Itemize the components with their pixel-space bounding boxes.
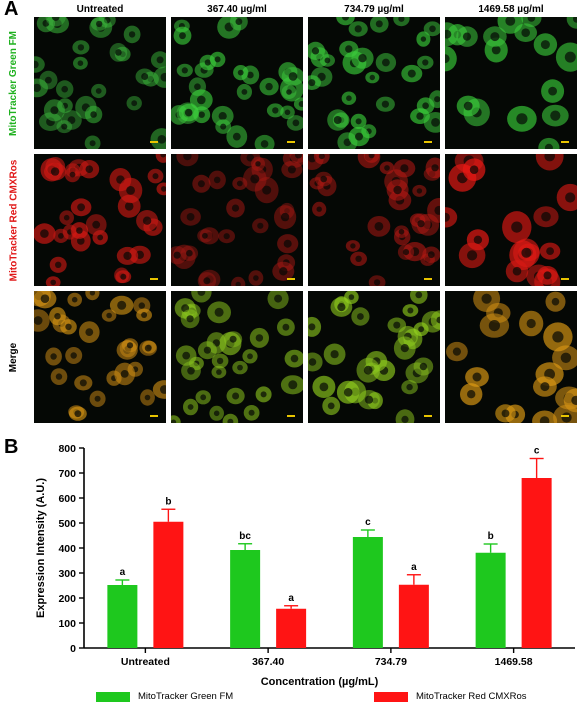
y-tick-label: 200 xyxy=(58,593,76,605)
bar-red-3 xyxy=(521,478,552,648)
micrograph-green-untreated xyxy=(34,17,166,149)
scale-bar xyxy=(150,278,158,280)
x-tick-label: 367.40 xyxy=(252,656,284,668)
scale-bar xyxy=(287,415,295,417)
micrograph-merge-untreated xyxy=(34,291,166,423)
micrograph-merge-1469 xyxy=(445,291,577,423)
micrograph-green-367 xyxy=(171,17,303,149)
micrograph-merge-367 xyxy=(171,291,303,423)
row-label-green: MitoTracker Green FM xyxy=(0,17,28,149)
legend-item-green: MitoTracker Green FM xyxy=(96,691,233,702)
row-label-red: MitoTracker Red CMXRos xyxy=(0,154,28,286)
scale-bar xyxy=(287,278,295,280)
y-tick-label: 300 xyxy=(58,568,76,580)
y-tick-label: 100 xyxy=(58,618,76,630)
significance-label: b xyxy=(488,531,494,542)
y-axis-label: Expression Intensity (A.U.) xyxy=(35,478,47,618)
bar-green-3 xyxy=(475,552,506,648)
micrograph-green-1469 xyxy=(445,17,577,149)
legend-swatch-green xyxy=(96,691,130,702)
y-tick-label: 500 xyxy=(58,518,76,530)
significance-label: c xyxy=(534,446,540,457)
significance-label: a xyxy=(411,562,417,573)
micrograph-red-734 xyxy=(308,154,440,286)
significance-label: c xyxy=(365,517,371,528)
panel-label-a: A xyxy=(4,0,19,20)
micrograph-merge-734 xyxy=(308,291,440,423)
panel-label-b: B xyxy=(4,436,19,458)
column-header-untreated: Untreated xyxy=(76,4,124,15)
row-label-merge-text: Merge xyxy=(8,342,20,372)
column-header-734: 734.79 µg/ml xyxy=(344,4,404,15)
row-label-merge: Merge xyxy=(0,291,28,423)
scale-bar xyxy=(424,141,432,143)
significance-label: bc xyxy=(239,531,251,542)
micrograph-grid xyxy=(34,17,578,423)
micrograph-red-1469 xyxy=(445,154,577,286)
y-tick-label: 0 xyxy=(70,643,76,655)
legend-label-red: MitoTracker Red CMXRos xyxy=(416,691,527,702)
significance-label: b xyxy=(165,496,171,507)
scale-bar xyxy=(150,415,158,417)
scale-bar xyxy=(287,141,295,143)
scale-bar xyxy=(424,415,432,417)
significance-label: a xyxy=(288,593,294,604)
x-tick-label: 1469.58 xyxy=(495,656,533,668)
scale-bar xyxy=(150,141,158,143)
row-label-red-text: MitoTracker Red CMXRos xyxy=(8,159,20,281)
bar-red-1 xyxy=(276,608,307,648)
x-tick-label: Untreated xyxy=(121,656,170,668)
bar-chart: 0 100 200 300 400 500 600 700 800 Expression Inte… xyxy=(35,443,575,688)
bar-red-2 xyxy=(398,584,429,648)
significance-label: a xyxy=(120,567,126,578)
x-axis-label: Concentration (µg/mL) xyxy=(261,676,379,688)
row-label-green-text: MitoTracker Green FM xyxy=(8,30,20,136)
legend-label-green: MitoTracker Green FM xyxy=(138,691,234,702)
x-tick-label: 734.79 xyxy=(375,656,407,668)
micrograph-green-734 xyxy=(308,17,440,149)
y-tick-label: 400 xyxy=(58,543,76,555)
micrograph-red-untreated xyxy=(34,154,166,286)
column-header-1469: 1469.58 µg/ml xyxy=(478,4,544,15)
y-tick-label: 700 xyxy=(58,468,76,480)
y-tick-label: 600 xyxy=(58,493,76,505)
scale-bar xyxy=(561,141,569,143)
bar-green-0 xyxy=(107,585,138,648)
legend-item-red: MitoTracker Red CMXRos xyxy=(374,691,527,702)
micrograph-red-367 xyxy=(171,154,303,286)
y-tick-label: 800 xyxy=(58,443,76,455)
bar-red-0 xyxy=(153,521,184,648)
legend-swatch-red xyxy=(374,691,408,702)
scale-bar xyxy=(561,278,569,280)
scale-bar xyxy=(424,278,432,280)
column-header-367: 367.40 µg/ml xyxy=(207,4,267,15)
scale-bar xyxy=(561,415,569,417)
bar-green-2 xyxy=(352,537,383,648)
bar-green-1 xyxy=(230,550,261,648)
